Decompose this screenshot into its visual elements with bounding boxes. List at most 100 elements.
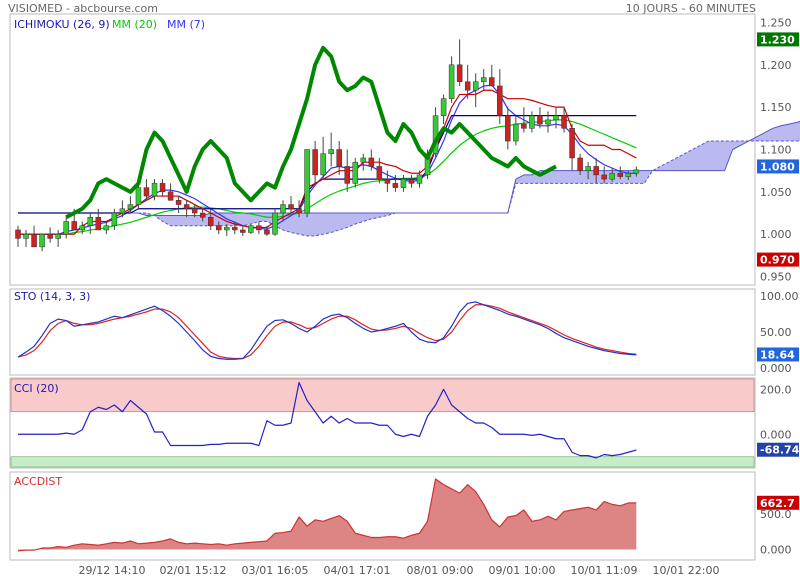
price-badge-1-bg [757, 32, 799, 47]
candle-body [175, 200, 182, 205]
y-tick-label: 100.00 [760, 290, 799, 303]
candle [416, 170, 423, 188]
candle [272, 208, 278, 236]
candle-body [63, 221, 69, 235]
candle-body [15, 229, 21, 239]
candle-body [31, 233, 37, 248]
candle [561, 107, 567, 133]
sto-badge-label: 18.64 [760, 348, 795, 361]
candle [79, 221, 85, 235]
candle [569, 124, 575, 171]
accdist-badge-bg [757, 495, 799, 510]
panel-frame-2 [9, 288, 756, 376]
candle-body [400, 178, 407, 188]
candle [545, 111, 551, 133]
candle [384, 170, 391, 192]
candle-body [183, 204, 190, 210]
cci-line [18, 381, 637, 459]
candle-body [472, 81, 479, 91]
candle-body [191, 208, 198, 214]
candle [537, 107, 543, 129]
y-tick-label: 0.950 [760, 271, 792, 284]
candle [248, 224, 254, 235]
candle [320, 136, 326, 180]
candle-body [416, 174, 423, 184]
accdist-badge: 662.7 [757, 495, 799, 510]
candle [167, 183, 174, 201]
candle [159, 179, 166, 197]
price-badge-2: 1.080 [757, 159, 799, 174]
candle-body [376, 166, 383, 180]
price-badge-3-bg [757, 252, 799, 267]
accdist-badge-label: 662.7 [760, 497, 795, 510]
cci-badge-bg [757, 442, 799, 457]
candle [216, 221, 222, 235]
candle-body [561, 115, 567, 129]
legend-cci: CCI (20) [14, 382, 59, 395]
candle [240, 225, 246, 236]
candle-body [480, 77, 487, 82]
tenkan-line [18, 89, 637, 235]
candle-body [296, 208, 302, 214]
candle-body [456, 64, 463, 82]
cci-oversold-band [10, 456, 755, 468]
sto-panel [17, 301, 637, 360]
candle-body [216, 225, 222, 231]
candle [151, 179, 158, 201]
candle [593, 157, 599, 184]
y-tick-label: 1.000 [760, 228, 792, 241]
candle-body [135, 187, 142, 205]
y-tick-label: 1.150 [760, 101, 792, 114]
x-tick-label: 04/01 17:01 [324, 564, 391, 577]
candle [191, 204, 198, 218]
price-badge-3-label: 0.970 [760, 254, 795, 267]
candle [344, 149, 350, 192]
candle-body [529, 115, 535, 129]
candle-body [151, 183, 158, 197]
panels [9, 13, 756, 561]
y-tick-label: 0.000 [760, 428, 792, 441]
candle [95, 208, 102, 231]
candle-body [207, 217, 214, 226]
candle-body [280, 204, 286, 214]
candle-body [328, 149, 334, 154]
candle [296, 200, 302, 218]
candle-body [408, 178, 415, 184]
price-panel [15, 39, 800, 252]
candle-body [440, 98, 447, 116]
candle [224, 224, 230, 236]
candle-body [272, 212, 278, 235]
candle [280, 200, 286, 222]
candle-body [577, 157, 583, 171]
candle-body [288, 204, 294, 210]
candle-body [232, 227, 238, 231]
candle-body [111, 212, 118, 226]
candle-body [392, 183, 399, 188]
candle-body [625, 172, 632, 177]
candle-body [585, 166, 591, 171]
candle [360, 153, 367, 171]
candle-body [87, 217, 94, 226]
y-tick-label: 1.100 [760, 144, 792, 157]
candle-body [336, 149, 342, 167]
candle-body [256, 225, 262, 231]
cci-overbought-band [10, 378, 755, 413]
candle-body [489, 77, 495, 87]
legend-mm7: MM (7) [167, 18, 205, 31]
candle [625, 170, 632, 180]
candle [489, 64, 495, 87]
cci-badge-label: -68.74 [760, 444, 800, 457]
candle-body [384, 178, 391, 184]
chart-content [15, 39, 800, 552]
axes: ICHIMOKU (26, 9) MM (20) MM (7) STO (14, 3,… [14, 16, 800, 577]
candle [31, 225, 37, 248]
candle [513, 115, 519, 146]
candle [119, 200, 126, 218]
candle-body [320, 153, 326, 176]
candle-body [143, 187, 150, 197]
x-tick-label: 02/01 15:12 [160, 564, 227, 577]
candle [392, 174, 399, 192]
candle [232, 221, 238, 235]
candle-body [199, 212, 206, 218]
